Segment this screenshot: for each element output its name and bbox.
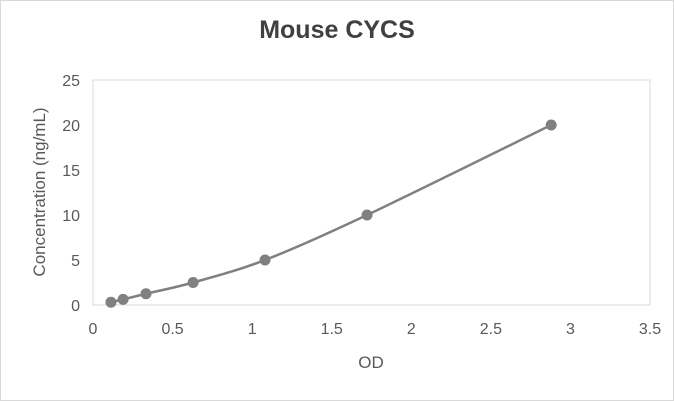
series-line	[110, 123, 552, 304]
x-tick-label: 3.5	[639, 321, 661, 338]
data-point	[545, 119, 557, 131]
x-tick-label: 1.5	[321, 321, 343, 338]
y-axis-label: Concentration (ng/mL)	[30, 107, 49, 276]
plot-area	[92, 79, 651, 306]
x-tick-label: 2.5	[480, 321, 502, 338]
data-point	[361, 209, 373, 221]
data-point	[140, 288, 152, 300]
x-tick-label: 2	[407, 321, 416, 338]
data-point	[105, 296, 117, 308]
x-tick-label: 0.5	[161, 321, 183, 338]
y-tick-label: 15	[62, 163, 80, 180]
x-tick-label: 0	[89, 321, 98, 338]
y-tick-label: 25	[62, 73, 80, 90]
y-tick-label: 20	[62, 118, 80, 135]
x-axis-label: OD	[358, 353, 384, 372]
data-point	[187, 277, 199, 288]
x-tick-label: 3	[566, 321, 575, 338]
data-point	[259, 254, 271, 266]
y-tick-label: 0	[71, 298, 80, 315]
data-point	[117, 293, 129, 305]
y-tick-label: 10	[62, 208, 80, 225]
y-tick-label: 5	[71, 253, 80, 270]
x-tick-label: 1	[248, 321, 257, 338]
chart-title: Mouse CYCS	[259, 16, 415, 44]
